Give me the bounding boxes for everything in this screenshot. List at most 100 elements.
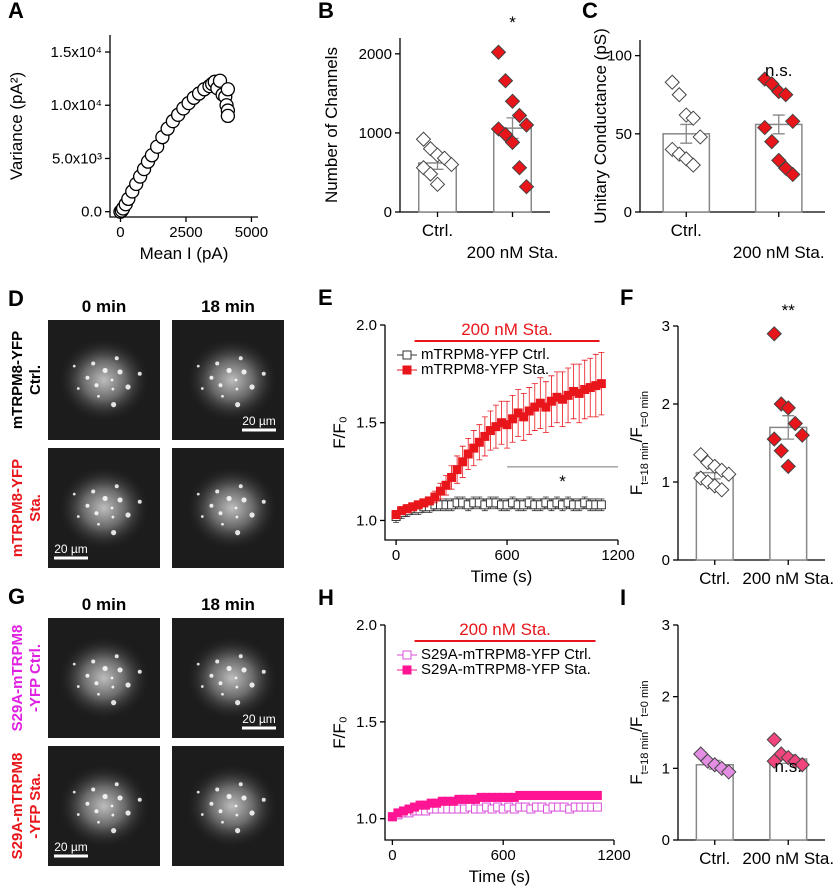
panel-label: F	[620, 285, 633, 310]
x-tick-label: Ctrl.	[671, 221, 702, 240]
cell-puncta	[117, 667, 123, 673]
panel-label: A	[8, 0, 24, 23]
label-part: /F	[627, 427, 646, 442]
data-point	[497, 73, 514, 89]
bar	[769, 426, 808, 561]
data-point	[220, 108, 236, 124]
cell-puncta	[196, 492, 200, 496]
row-label: mTRPM8-YFP	[9, 331, 26, 429]
cell-puncta	[85, 801, 90, 806]
cell-puncta	[97, 820, 100, 824]
data-point	[504, 93, 521, 109]
legend-label: mTRPM8-YFP Sta.	[421, 361, 549, 378]
label-subscript: t=0 min	[639, 391, 651, 427]
row-label: Ctrl.	[27, 365, 44, 395]
cell-puncta	[215, 361, 220, 366]
cell-puncta	[241, 369, 247, 375]
row-label: S29A-mTRPM8	[9, 625, 26, 732]
data-point	[511, 160, 528, 176]
scale-bar-label: 20 µm	[54, 542, 88, 556]
cell-puncta	[76, 515, 80, 518]
y-tick-label: 1.5	[356, 714, 377, 731]
data-point	[721, 466, 737, 482]
data-point	[463, 449, 473, 459]
cell-puncta	[111, 387, 115, 391]
legend-marker	[402, 665, 412, 675]
series-line	[395, 383, 602, 515]
data-point	[714, 482, 730, 498]
stimulus-label: 200 nM Sta.	[459, 620, 551, 639]
cell-puncta	[76, 387, 80, 390]
cell-puncta	[111, 828, 117, 834]
y-tick-label: 0	[662, 832, 670, 849]
cell-image	[56, 336, 152, 424]
y-tick-label: 2.0	[356, 317, 377, 334]
data-point	[700, 753, 716, 769]
data-point	[692, 129, 708, 145]
cell-puncta	[226, 665, 232, 672]
y-tick-label: 1	[662, 760, 670, 777]
data-point	[785, 166, 801, 183]
cell-puncta	[91, 361, 96, 366]
cell-puncta	[125, 810, 131, 816]
cell-puncta	[102, 793, 108, 800]
data-point	[671, 87, 687, 103]
y-axis-label: Number of Channels	[322, 47, 341, 203]
cell-puncta	[114, 782, 119, 787]
stimulus-label: 200 nM Sta.	[461, 320, 553, 339]
cell-puncta	[221, 522, 224, 526]
data-point	[785, 113, 801, 130]
cell-puncta	[196, 662, 200, 666]
cell-puncta	[97, 522, 100, 526]
cell-puncta	[218, 809, 223, 814]
y-tick-label: 3	[662, 617, 670, 634]
cell-puncta	[94, 511, 99, 516]
cell-puncta	[97, 394, 100, 398]
legend-label: S29A-mTRPM8-YFP Sta.	[421, 661, 591, 678]
legend-marker	[402, 365, 412, 375]
y-tick-label: 1000	[359, 125, 392, 142]
y-tick-label: 1.5	[356, 415, 377, 432]
data-point	[430, 492, 440, 502]
x-tick-label: 0	[116, 224, 124, 241]
panel-label: E	[318, 285, 333, 310]
error-bar	[772, 114, 785, 135]
cell-puncta	[235, 530, 241, 536]
cell-puncta	[234, 676, 238, 680]
cell-puncta	[114, 484, 119, 489]
scale-bar-label: 20 µm	[242, 712, 276, 726]
label-part: F	[627, 485, 646, 495]
y-tick-label: 0	[384, 204, 392, 221]
y-tick-label: 5.0x10³	[52, 150, 102, 167]
cell-puncta	[221, 692, 224, 696]
cell-puncta	[196, 790, 200, 794]
cell-puncta	[85, 673, 90, 678]
data-point	[452, 465, 462, 475]
cell-puncta	[111, 700, 117, 706]
x-tick-label: 600	[495, 547, 520, 564]
cell-puncta	[110, 676, 114, 680]
x-tick-label: Ctrl.	[422, 221, 453, 240]
data-point	[518, 117, 535, 133]
y-tick-label: 1.0	[356, 811, 377, 828]
panel-label: D	[8, 286, 24, 311]
cell-puncta	[218, 511, 223, 516]
cell-puncta	[226, 793, 232, 800]
cell-puncta	[261, 499, 266, 504]
data-point	[766, 431, 782, 447]
data-point	[764, 133, 780, 150]
cell-puncta	[238, 356, 243, 361]
cell-puncta	[235, 813, 239, 817]
axis-line	[384, 625, 614, 841]
cell-puncta	[137, 499, 142, 504]
cell-puncta	[72, 662, 76, 666]
y-tick-label: 2	[662, 396, 670, 413]
column-header: 0 min	[82, 297, 126, 316]
cell-puncta	[114, 654, 119, 659]
cell-puncta	[72, 790, 76, 794]
cell-puncta	[111, 515, 115, 519]
data-point	[664, 74, 680, 90]
scale-bar-label: 20 µm	[242, 414, 276, 428]
cell-puncta	[234, 506, 238, 510]
cell-puncta	[215, 489, 220, 494]
